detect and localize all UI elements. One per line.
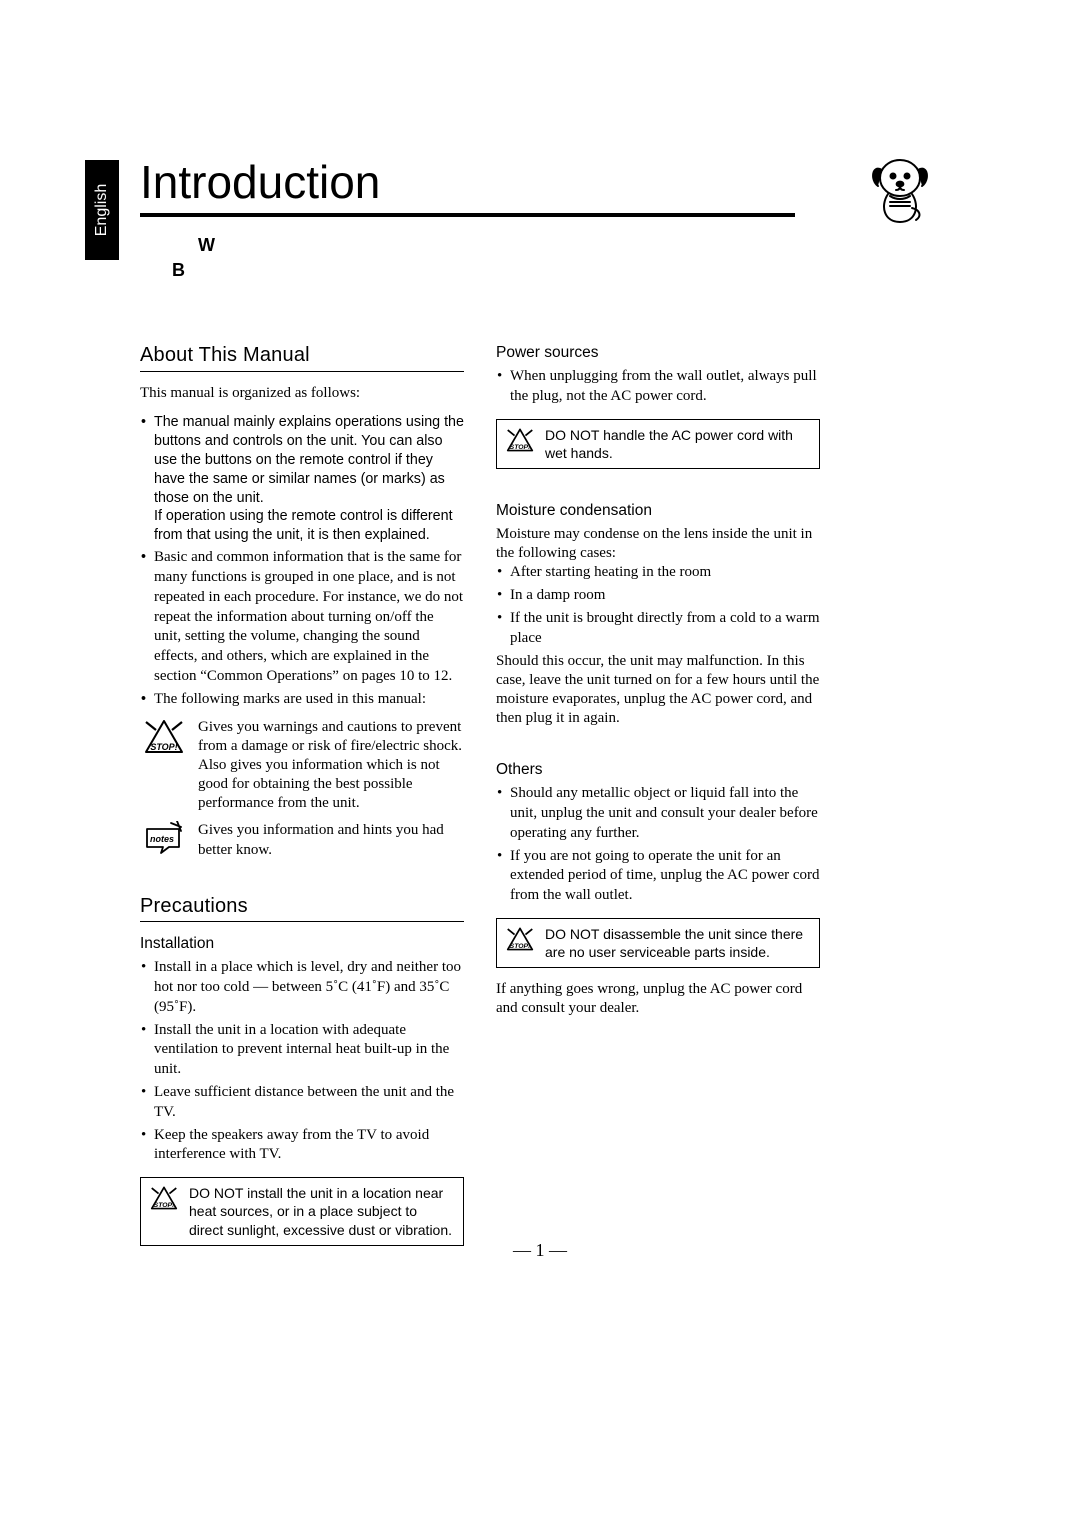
moisture-bullet-3: If the unit is brought directly from a c… [496,609,820,649]
moisture-bullet-1: After starting heating in the room [496,563,820,583]
others-bullet-2: If you are not going to operate the unit… [496,847,820,906]
about-intro: This manual is organized as follows: [140,384,464,403]
notes-mark-text: Gives you information and hints you had … [198,821,464,859]
wb-line2: B [172,258,940,283]
language-label: English [93,184,111,236]
others-warning-box: STOP! DO NOT disassemble the unit since … [496,918,820,968]
notes-icon: notes [140,821,188,857]
install-bullet-2: Install the unit in a location with adeq… [140,1021,464,1080]
right-column: Power sources When unplugging from the w… [496,343,820,1245]
install-bullet-4: Keep the speakers away from the TV to av… [140,1126,464,1166]
power-warning-text: DO NOT handle the AC power cord with wet… [545,426,811,462]
install-bullet-3: Leave sufficient distance between the un… [140,1083,464,1123]
about-bullet-3: The following marks are used in this man… [140,690,464,710]
install-warning-text: DO NOT install the unit in a location ne… [189,1184,455,1239]
svg-text:STOP!: STOP! [510,943,531,950]
others-warning-text: DO NOT disassemble the unit since there … [545,925,811,961]
subhead-power: Power sources [496,343,820,363]
left-column: About This Manual This manual is organiz… [140,343,464,1245]
moisture-bullet-2: In a damp room [496,586,820,606]
stop-icon: STOP! [503,426,537,455]
page-number: — 1 — [0,1240,1080,1261]
wb-line1: W [172,233,940,258]
subhead-others: Others [496,760,820,780]
install-bullet-1: Install in a place which is level, dry a… [140,958,464,1017]
svg-text:STOP!: STOP! [510,444,531,451]
others-bullet-1: Should any metallic object or liquid fal… [496,784,820,843]
power-bullet-1: When unplugging from the wall outlet, al… [496,367,820,407]
moisture-intro: Moisture may condense on the lens inside… [496,525,820,563]
notes-mark-row: notes Gives you information and hints yo… [140,821,464,859]
about-bullet-1: The manual mainly explains operations us… [140,413,464,545]
stop-icon: STOP! [147,1184,181,1213]
page-content: Introduction W B About This Manual This … [140,155,940,1246]
stop-icon: STOP! [140,718,188,758]
heading-about: About This Manual [140,343,464,372]
svg-text:STOP!: STOP! [150,742,177,752]
language-tab: English [85,160,119,260]
page-title: Introduction [140,155,795,217]
svg-text:notes: notes [150,834,174,844]
about-bullet-2: Basic and common information that is the… [140,548,464,687]
subhead-moisture: Moisture condensation [496,501,820,521]
heading-precautions: Precautions [140,894,464,923]
about-bullet-2-text: Basic and common information that is the… [154,549,463,684]
install-warning-box: STOP! DO NOT install the unit in a locat… [140,1177,464,1246]
stop-mark-row: STOP! Gives you warnings and cautions to… [140,718,464,814]
power-warning-box: STOP! DO NOT handle the AC power cord wi… [496,419,820,469]
stop-mark-text: Gives you warnings and cautions to preve… [198,718,464,814]
wb-block: W B [172,233,940,283]
moisture-outro: Should this occur, the unit may malfunct… [496,652,820,729]
about-bullet-3-text: The following marks are used in this man… [154,691,426,707]
svg-text:STOP!: STOP! [154,1202,175,1209]
others-outro: If anything goes wrong, unplug the AC po… [496,980,820,1018]
stop-icon: STOP! [503,925,537,954]
subhead-installation: Installation [140,934,464,954]
